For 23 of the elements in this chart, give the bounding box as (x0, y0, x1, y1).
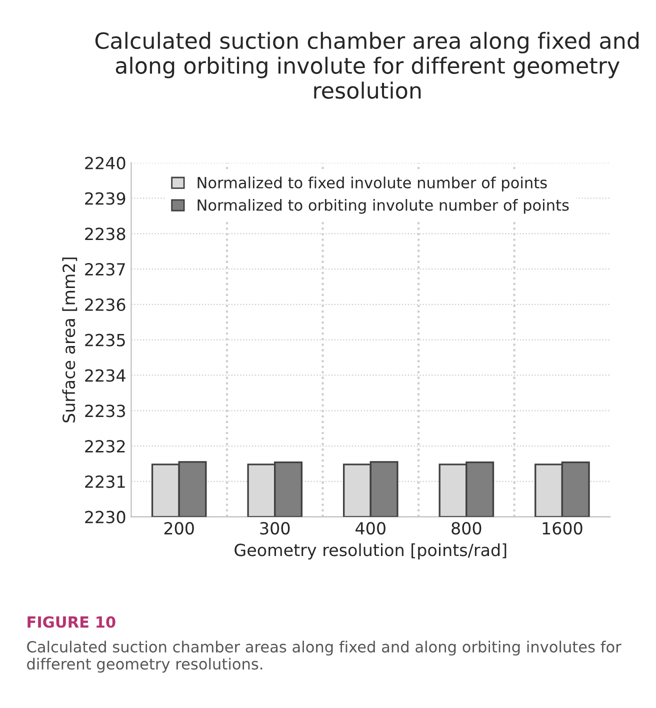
x-tick-label: 400 (356, 522, 386, 535)
y-tick-label: 2235 (85, 334, 125, 346)
chart-title: Calculated suction chamber area along fixed and along orbiting involute for different geometry resolution (95, 32, 639, 99)
legend-label: Normalized to orbiting involute number of points (198, 199, 569, 214)
x-axis-title: Geometry resolution [points/rad] (234, 543, 506, 560)
x-tick-label: 200 (164, 522, 194, 535)
y-tick-label: 2236 (85, 298, 126, 312)
y-tick-label: 2240 (85, 156, 126, 170)
y-axis-title: Surface area [mm2] (62, 258, 78, 422)
y-tick-label: 2237 (85, 263, 125, 276)
y-tick-label: 2239 (85, 192, 126, 205)
x-tick-label: 300 (260, 522, 290, 535)
y-tick-label: 2232 (85, 440, 125, 453)
y-tick-label: 2238 (85, 228, 126, 240)
caption: FIGURE 10 (28, 616, 116, 628)
y-tick-label: 2230 (85, 510, 126, 524)
text: Calculated suction chamber areas along fixed and along orbiting involutes for different geometry resolutions. (27, 640, 622, 673)
x-tick-label: 1600 (542, 522, 582, 535)
y-tick-label: 2234 (85, 369, 126, 382)
x-tick-label: 800 (452, 522, 482, 535)
y-tick-label: 2233 (85, 404, 125, 418)
legend-label: Normalized to fixed involute number of points (198, 176, 547, 192)
y-tick-label: 2231 (85, 475, 125, 488)
